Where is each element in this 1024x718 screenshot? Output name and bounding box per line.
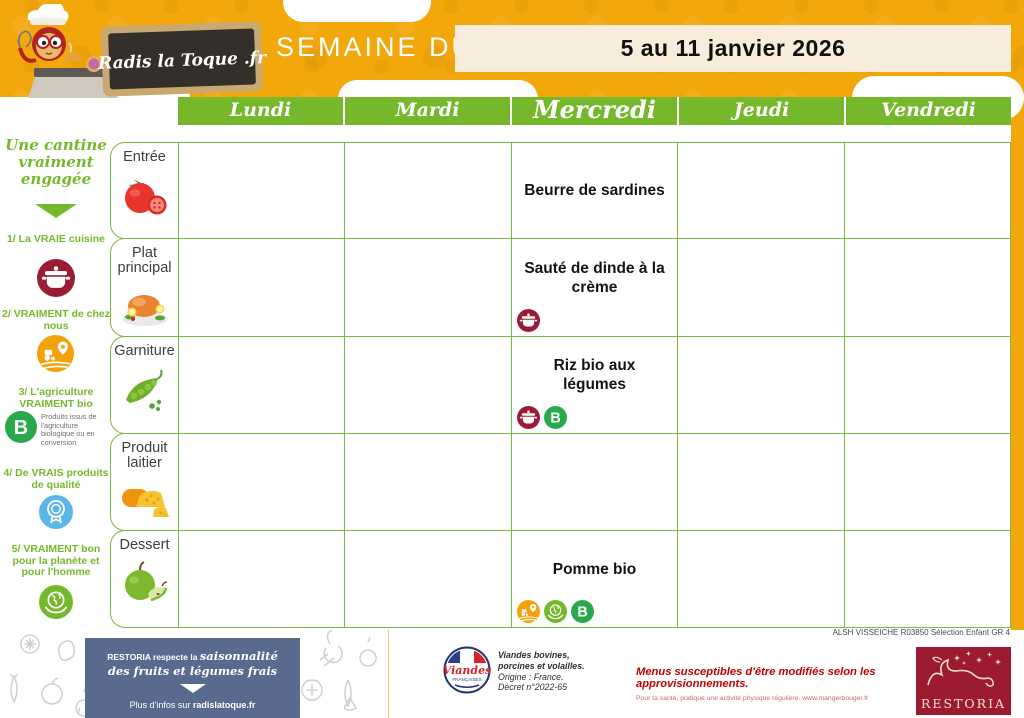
svg-text:FRANÇAISES: FRANÇAISES <box>452 677 481 682</box>
cell-garniture-mardi <box>345 337 512 433</box>
cell-entree-lundi <box>179 143 346 238</box>
vegetable-doodle-pattern <box>9 630 377 717</box>
cell-laitier-jeudi <box>678 434 845 530</box>
cell-garniture-mercredi: Riz bio aux légumes <box>512 337 679 433</box>
pot-icon <box>517 309 540 332</box>
day-header-lundi: Lundi <box>178 97 345 125</box>
sidebar-item-de-chez-nous: 2/ VRAIMENT de chez nous <box>2 308 110 332</box>
sidebar-item-produits-qualite: 4/ De VRAIS produits de qualité <box>3 467 109 491</box>
day-header-row: Lundi Mardi Mercredi Jeudi Vendredi <box>178 97 1011 125</box>
cell-dessert-mercredi: Pomme bio <box>512 531 679 627</box>
seasonality-script1: saisonnalité <box>199 649 278 663</box>
info-prefix: Plus d'infos sur <box>129 700 193 710</box>
cell-plat-mardi <box>345 239 512 336</box>
row-label-garniture: Garniture <box>110 336 179 434</box>
peas-image <box>125 369 162 411</box>
pot-icon <box>37 259 75 297</box>
bio-explanation: Produits issus de l'agriculture biologiq… <box>5 411 111 447</box>
cell-entree-mardi <box>345 143 512 238</box>
cell-plat-lundi <box>179 239 346 336</box>
cell-laitier-mercredi <box>512 434 679 530</box>
cell-plat-vendredi <box>845 239 1010 336</box>
date-box: 5 au 11 janvier 2026 <box>455 25 1011 72</box>
bio-b-icon <box>5 411 37 443</box>
row-plat-principal: Sauté de dinde à la crème <box>178 238 1011 337</box>
cell-dessert-lundi <box>179 531 346 627</box>
tomato-image <box>124 179 166 215</box>
svg-text:Viandes: Viandes <box>443 664 491 677</box>
cloud-shape <box>283 0 431 22</box>
row-label-produit-laitier: Produit laitier <box>110 433 179 531</box>
cell-laitier-lundi <box>179 434 346 530</box>
triangle-down-icon <box>35 204 77 218</box>
row-label-dessert: Dessert <box>110 530 179 628</box>
cell-plat-mercredi: Sauté de dinde à la crème <box>512 239 679 336</box>
sidebar-item-agriculture-bio: 3/ L'agriculture VRAIMENT bio <box>18 386 94 410</box>
cell-dessert-jeudi <box>678 531 845 627</box>
right-orange-strip <box>1011 97 1024 630</box>
notice-main: Menus susceptibles d'être modifiés selon… <box>636 666 876 690</box>
seasonality-box: RESTORIA respecte la saisonnalité des fr… <box>85 638 300 718</box>
sidebar-item-vraie-cuisine: 1/ La VRAIE cuisine <box>6 233 106 245</box>
week-label: SEMAINE DU <box>276 32 475 62</box>
restoria-logo: RESTORIA <box>916 647 1011 715</box>
day-header-mardi: Mardi <box>345 97 512 125</box>
planet-icon <box>544 600 567 623</box>
planet-icon <box>39 585 73 619</box>
day-header-jeudi: Jeudi <box>679 97 846 125</box>
cheese-image <box>121 489 169 517</box>
cell-entree-mercredi: Beurre de sardines <box>512 143 679 238</box>
cell-garniture-vendredi <box>845 337 1010 433</box>
rosette-icon <box>39 495 73 529</box>
cell-dessert-mardi <box>345 531 512 627</box>
seasonality-script2: des fruits et légumes frais <box>107 664 278 678</box>
row-produit-laitier <box>178 433 1011 531</box>
radis-la-toque-mascot: Radis la Toque .fr <box>17 4 267 98</box>
row-label-plat-principal: Plat principal <box>110 238 179 337</box>
cell-garniture-jeudi <box>678 337 845 433</box>
cell-entree-jeudi <box>678 143 845 238</box>
radislatoque-url: radislatoque.fr <box>192 700 256 710</box>
menu-notice: Menus susceptibles d'être modifiés selon… <box>636 666 921 702</box>
bio-icon <box>544 406 567 429</box>
bio-icon <box>571 600 594 623</box>
pot-icon <box>517 406 540 429</box>
day-header-vendredi: Vendredi <box>881 99 976 121</box>
cell-dessert-vendredi <box>845 531 1010 627</box>
tractor-pin-icon <box>37 335 74 372</box>
day-header-mercredi: Mercredi <box>512 97 679 125</box>
cell-garniture-lundi <box>179 337 346 433</box>
triangle-down-icon <box>179 684 206 693</box>
meat-origin-text: Viandes bovines, porcines et volailles. … <box>498 650 585 693</box>
viandes-francaises-logo: Viandes FRANÇAISES <box>443 646 491 694</box>
cell-laitier-mardi <box>345 434 512 530</box>
row-entree: Beurre de sardines <box>178 142 1011 239</box>
bio-note: Produits issus de l'agriculture biologiq… <box>41 412 97 447</box>
restoria-wordmark: RESTORIA <box>920 696 1007 711</box>
horse-and-stars-icon <box>927 651 1001 687</box>
cell-laitier-vendredi <box>845 434 1010 530</box>
seasonality-prefix: RESTORIA respecte la <box>107 652 200 662</box>
footer-divider <box>388 630 389 718</box>
sidebar-item-bon-planete: 5/ VRAIMENT bon pour la planète et pour … <box>11 543 101 578</box>
sidebar-heading: Une cantine vraiment engagée <box>5 136 107 188</box>
local-icon <box>517 600 540 623</box>
row-garniture: Riz bio aux légumes <box>178 336 1011 434</box>
date-range: 5 au 11 janvier 2026 <box>620 35 846 61</box>
menu-reference: ALSH VISSEICHE R03850 Sélection Enfant G… <box>832 628 1010 637</box>
row-dessert: Pomme bio <box>178 530 1011 628</box>
row-label-entree: Entrée <box>110 142 179 239</box>
cell-entree-vendredi <box>845 143 1010 238</box>
apple-image <box>124 561 167 602</box>
cell-plat-jeudi <box>678 239 845 336</box>
roast-chicken-image <box>121 295 168 326</box>
notice-sub: Pour ta santé, pratique une activité phy… <box>636 695 869 702</box>
